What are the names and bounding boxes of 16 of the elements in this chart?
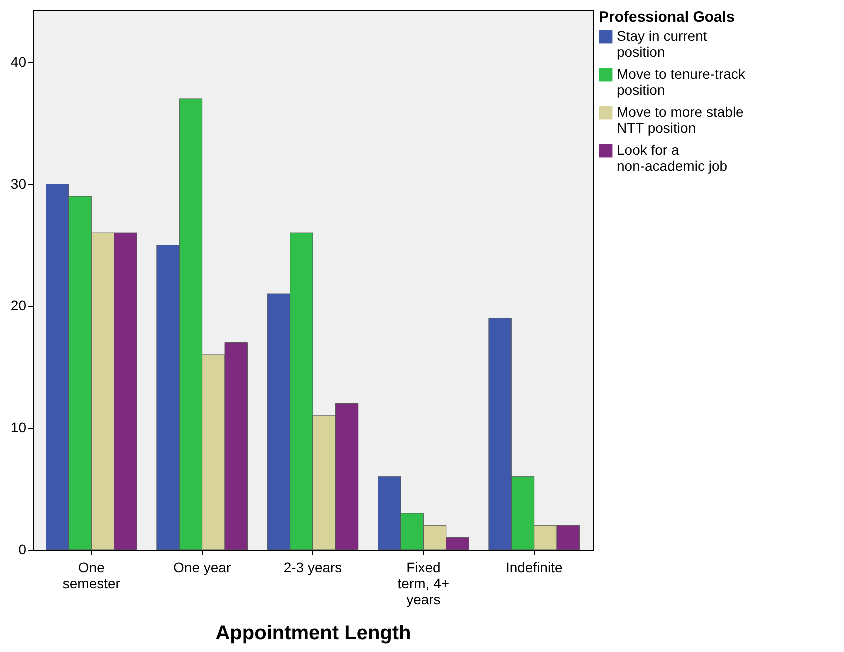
x-tick-label: Fixed term, 4+ years	[398, 560, 450, 608]
y-tick-label: 20	[10, 298, 27, 314]
y-tick-label: 30	[10, 176, 27, 192]
y-tick-label: 0	[18, 542, 27, 558]
legend-label: Look for a non-academic job	[617, 142, 728, 174]
legend-label: Stay in current position	[617, 28, 708, 60]
x-tick-label: 2-3 years	[284, 560, 342, 576]
x-tick-label: One year	[174, 560, 232, 576]
x-axis-title: Appointment Length	[216, 622, 412, 644]
legend-label: Move to tenure-track position	[617, 66, 746, 98]
y-tick-label: 40	[10, 54, 27, 70]
y-tick-label: 10	[10, 420, 27, 436]
legend-label: Move to more stable NTT position	[617, 104, 744, 136]
x-tick-label: Indefinite	[506, 560, 563, 576]
legend-title: Professional Goals	[599, 9, 735, 26]
x-tick-label: One semester	[62, 560, 121, 592]
